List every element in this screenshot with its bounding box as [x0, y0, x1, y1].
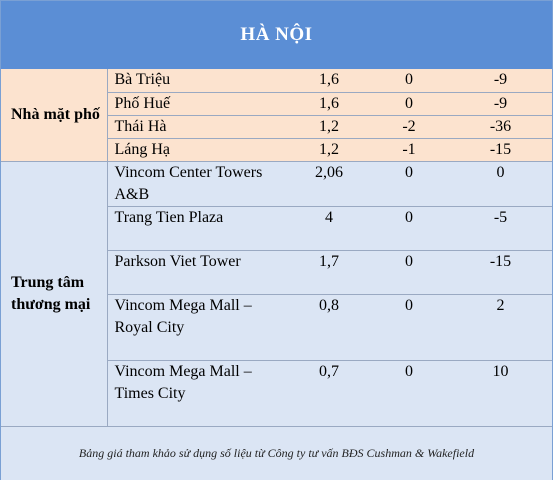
cell-value-3: 2 [449, 294, 552, 361]
cell-value-3: -9 [449, 92, 552, 116]
row-name: Vincom Center Towers A&B [107, 161, 289, 207]
cell-value-2: 0 [369, 206, 449, 251]
cell-value-1: 4 [289, 206, 369, 251]
cell-value-2: 0 [369, 69, 449, 93]
table-row: Trang Tien Plaza 4 0 -5 [1, 206, 552, 251]
row-name: Vincom Mega Mall – Royal City [107, 294, 289, 361]
row-name: Phố Huế [107, 92, 289, 116]
cell-value-1: 1,2 [289, 115, 369, 139]
cell-value-3: 10 [449, 360, 552, 427]
cell-value-1: 1,7 [289, 250, 369, 295]
cell-value-3: -9 [449, 69, 552, 93]
cell-value-2: 0 [369, 92, 449, 116]
cell-value-1: 1,2 [289, 138, 369, 162]
cell-value-1: 0,8 [289, 294, 369, 361]
table-row: Nhà mặt phố Bà Triệu 1,6 0 -9 [1, 69, 552, 162]
price-table: Nhà mặt phố Bà Triệu 1,6 0 -9 Phố Huế 1,… [1, 69, 552, 427]
cell-value-2: 0 [369, 294, 449, 361]
cell-value-1: 1,6 [289, 92, 369, 116]
table-row: Láng Hạ 1,2 -1 -15 [1, 138, 552, 162]
cell-value-1: 1,6 [289, 69, 369, 93]
cell-value-3: 0 [449, 161, 552, 207]
group-label-street: Nhà mặt phố [1, 69, 108, 162]
table-row: Vincom Mega Mall – Times City 0,7 0 10 [1, 360, 552, 427]
cell-value-3: -15 [449, 250, 552, 295]
cell-value-3: -15 [449, 138, 552, 162]
row-name: Láng Hạ [107, 138, 289, 162]
cell-value-2: 0 [369, 250, 449, 295]
cell-value-1: 0,7 [289, 360, 369, 427]
row-name: Trang Tien Plaza [107, 206, 289, 251]
table-title: HÀ NỘI [1, 1, 552, 69]
group-label-mall: Trung tâm thương mại [1, 161, 108, 427]
table-row: Thái Hà 1,2 -2 -36 [1, 115, 552, 139]
table-row: Parkson Viet Tower 1,7 0 -15 [1, 250, 552, 295]
cell-value-2: -2 [369, 115, 449, 139]
row-name: Vincom Mega Mall – Times City [107, 360, 289, 427]
row-name: Thái Hà [107, 115, 289, 139]
cell-value-1: 2,06 [289, 161, 369, 207]
cell-value-2: 0 [369, 161, 449, 207]
table-row: Vincom Mega Mall – Royal City 0,8 0 2 [1, 294, 552, 361]
table-row: Trung tâm thương mại Vincom Center Tower… [1, 161, 552, 427]
row-name: Bà Triệu [107, 69, 289, 93]
cell-value-3: -5 [449, 206, 552, 251]
row-name: Parkson Viet Tower [107, 250, 289, 295]
cell-value-2: 0 [369, 360, 449, 427]
table-row: Phố Huế 1,6 0 -9 [1, 92, 552, 116]
cell-value-3: -36 [449, 115, 552, 139]
source-footnote: Bảng giá tham khảo sử dụng số liệu từ Cô… [1, 426, 552, 480]
cell-value-2: -1 [369, 138, 449, 162]
